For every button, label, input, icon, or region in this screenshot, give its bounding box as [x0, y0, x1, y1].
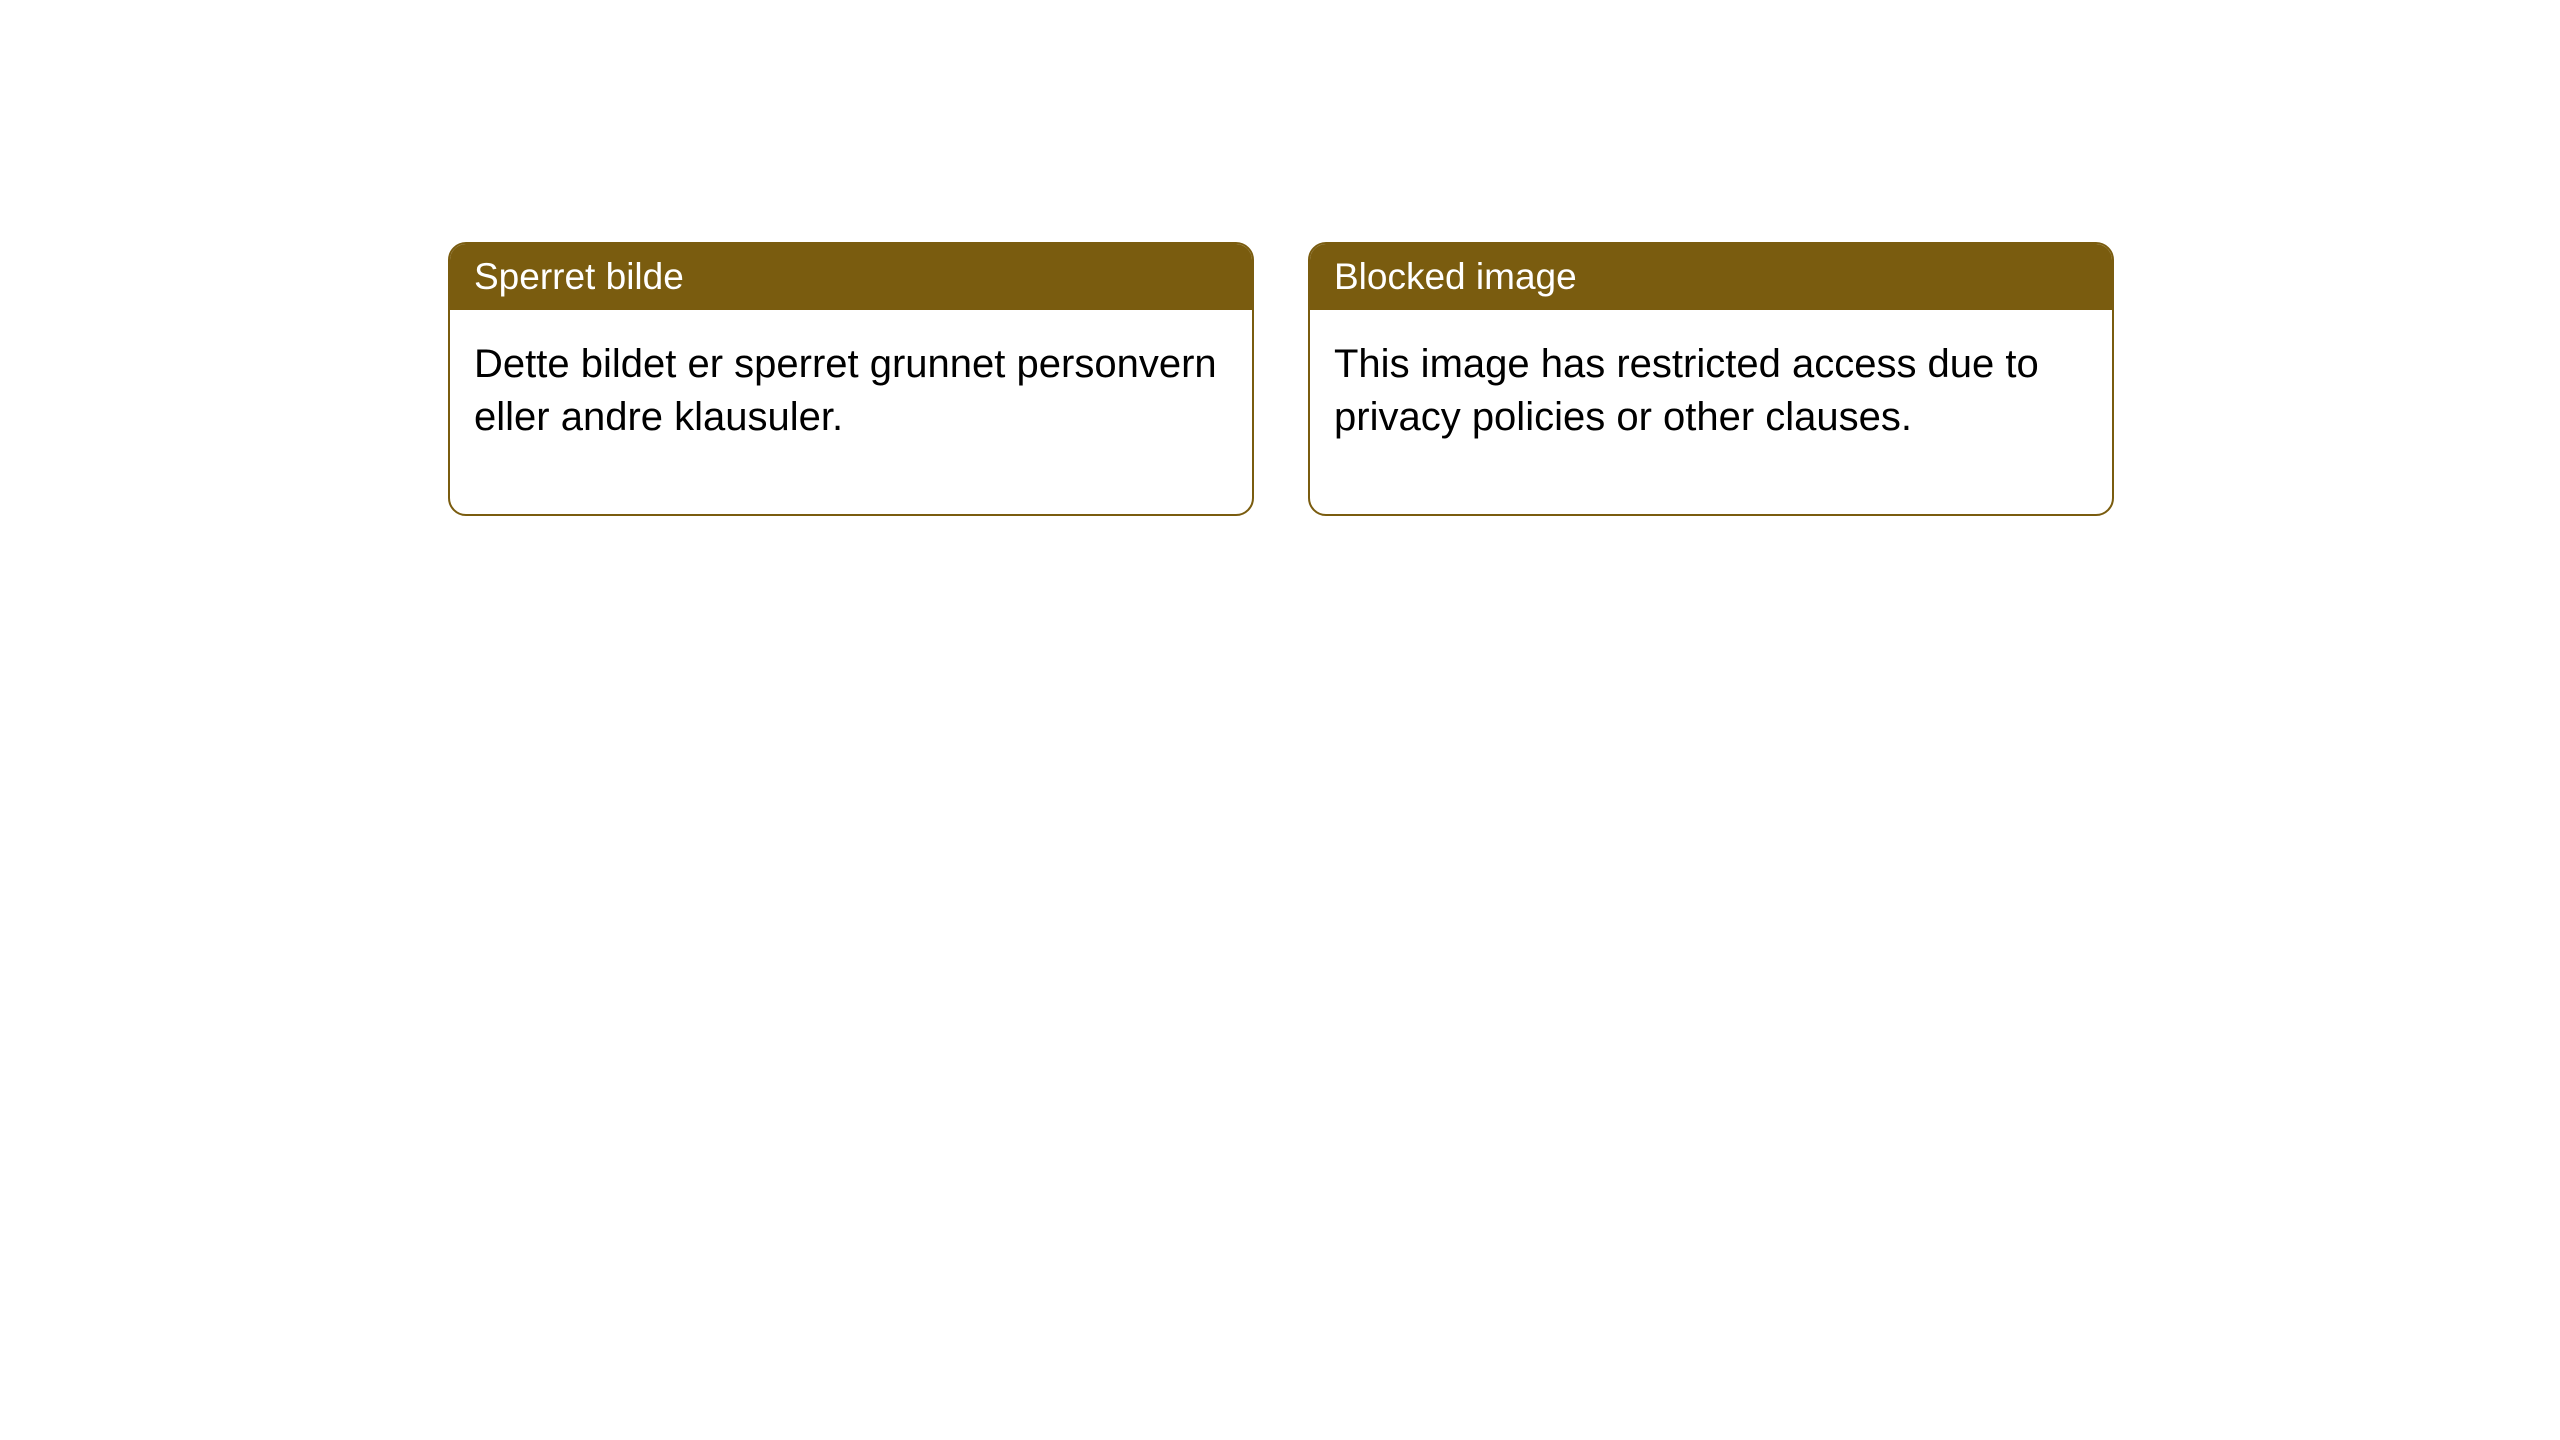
blocked-image-card-en: Blocked image This image has restricted … — [1308, 242, 2114, 516]
card-header-no: Sperret bilde — [450, 244, 1252, 310]
card-body-text-no: Dette bildet er sperret grunnet personve… — [474, 342, 1217, 439]
card-title-en: Blocked image — [1334, 256, 1577, 297]
card-body-en: This image has restricted access due to … — [1310, 310, 2112, 514]
card-title-no: Sperret bilde — [474, 256, 684, 297]
card-body-no: Dette bildet er sperret grunnet personve… — [450, 310, 1252, 514]
cards-container: Sperret bilde Dette bildet er sperret gr… — [0, 0, 2560, 516]
card-header-en: Blocked image — [1310, 244, 2112, 310]
blocked-image-card-no: Sperret bilde Dette bildet er sperret gr… — [448, 242, 1254, 516]
card-body-text-en: This image has restricted access due to … — [1334, 342, 2039, 439]
